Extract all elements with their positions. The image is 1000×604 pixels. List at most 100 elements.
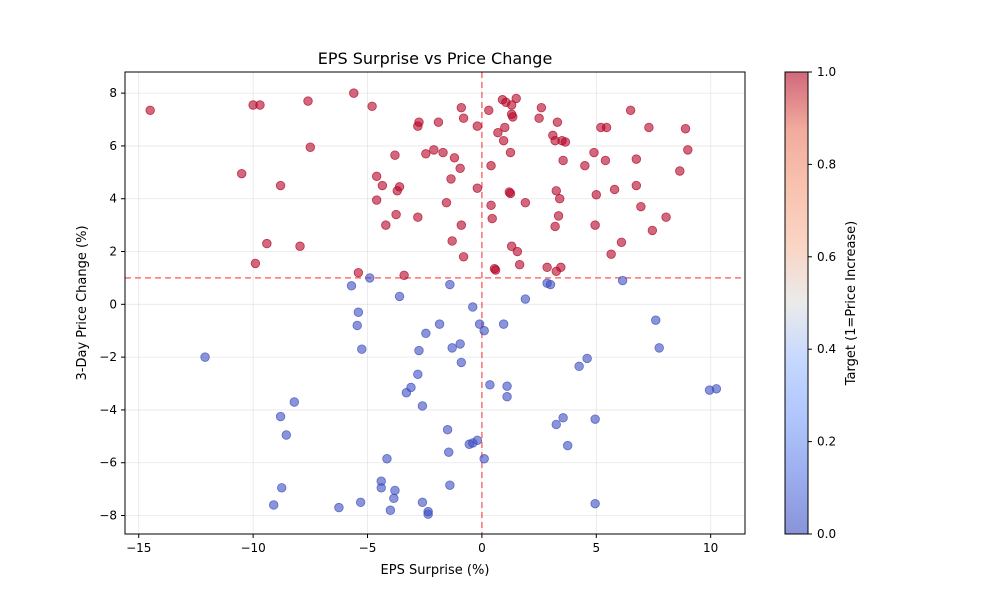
- scatter-point-no-increase: [562, 440, 573, 451]
- scatter-point-increase: [349, 88, 359, 98]
- colorbar-tick-label: 0.4: [817, 342, 836, 356]
- plot-area-frame: [124, 71, 746, 535]
- scatter-point-increase: [429, 145, 439, 155]
- scatter-point-increase: [506, 241, 517, 251]
- y-tick-label: 8: [109, 86, 117, 100]
- colorbar-tick-label: 0.2: [817, 435, 836, 449]
- y-tick-label: 0: [109, 297, 117, 311]
- scatter-point-no-increase: [617, 275, 628, 286]
- scatter-point-increase: [458, 113, 469, 123]
- scatter-point-increase: [250, 258, 261, 269]
- scatter-point-no-increase: [365, 273, 375, 283]
- scatter-point-no-increase: [590, 498, 600, 509]
- scatter-point-no-increase: [353, 307, 364, 317]
- colorbar-tick-label: 0.6: [817, 250, 836, 264]
- scatter-point-increase: [580, 161, 590, 171]
- scatter-point-increase: [520, 197, 531, 208]
- colorbar-ticks: 0.0 0.2 0.4 0.6 0.8 1.0: [808, 65, 836, 541]
- scatter-point-increase: [486, 161, 496, 171]
- scatter-point-increase: [644, 122, 654, 133]
- scatter-point-increase: [371, 171, 382, 181]
- scatter-point-no-increase: [574, 361, 584, 372]
- scatter-point-no-increase: [382, 454, 392, 464]
- scatter-point-no-increase: [479, 326, 489, 336]
- scatter-point-increase: [551, 186, 561, 196]
- scatter-point-increase: [486, 200, 496, 211]
- scatter-point-increase: [500, 122, 510, 133]
- scatter-point-increase: [625, 105, 636, 115]
- scatter-point-increase: [449, 153, 460, 163]
- scatter-point-increase: [447, 236, 457, 246]
- scatter-point-increase: [511, 93, 521, 104]
- scatter-point-increase: [601, 122, 612, 133]
- scatter-point-increase: [456, 102, 467, 113]
- scatter-point-no-increase: [445, 480, 455, 490]
- scatter-point-increase: [661, 212, 671, 222]
- scatter-point-increase: [589, 147, 599, 158]
- scatter-point-no-increase: [545, 279, 556, 290]
- scatter-point-no-increase: [558, 413, 568, 423]
- scatter-point-no-increase: [413, 369, 423, 379]
- scatter-point-no-increase: [520, 294, 531, 304]
- scatter-point-increase: [558, 155, 568, 166]
- scatter-point-no-increase: [275, 411, 286, 422]
- scatter-point-increase: [631, 180, 642, 191]
- scatter-point-no-increase: [711, 384, 722, 394]
- scatter-point-no-increase: [444, 447, 454, 457]
- colorbar-label: Target (1=Price Increase): [844, 221, 859, 387]
- scatter-point-no-increase: [455, 339, 465, 349]
- scatter-point-increase: [390, 150, 400, 160]
- scatter-point-no-increase: [394, 291, 405, 302]
- scatter-point-no-increase: [357, 344, 367, 354]
- scatter-point-increase: [414, 117, 424, 127]
- scatter-point-increase: [295, 241, 305, 251]
- scatter-point-increase: [255, 100, 265, 110]
- scatter-point-increase: [675, 166, 685, 176]
- scatter-point-increase: [484, 105, 494, 115]
- scatter-point-increase: [560, 137, 571, 147]
- x-tick-label: −5: [359, 541, 377, 555]
- scatter-point-increase: [506, 100, 517, 110]
- colorbar-tick-label: 0.8: [817, 157, 836, 171]
- scatter-point-increase: [303, 96, 313, 106]
- scatter-point-increase: [391, 209, 401, 220]
- y-axis-label: 3-Day Price Change (%): [75, 225, 90, 380]
- scatter-point-no-increase: [456, 357, 467, 368]
- chart-title: EPS Surprise vs Price Change: [318, 49, 553, 68]
- scatter-point-no-increase: [200, 352, 210, 362]
- x-tick-label: −10: [240, 541, 265, 555]
- scatter-point-no-increase: [447, 343, 457, 353]
- scatter-point-increase: [512, 246, 523, 257]
- scatter-point-increase: [553, 211, 564, 221]
- scatter-point-increase: [262, 238, 272, 249]
- scatter-point-no-increase: [551, 419, 561, 430]
- x-axis-ticks: −15 −10 −5 0 5 10: [126, 534, 718, 555]
- scatter-point-no-increase: [334, 502, 344, 513]
- scatter-point-increase: [441, 197, 452, 208]
- scatter-point-no-increase: [389, 493, 399, 504]
- scatter-point-increase: [616, 237, 627, 247]
- scatter-point-increase: [542, 262, 552, 273]
- scatter-point-increase: [371, 195, 382, 205]
- scatter-point-increase: [455, 163, 465, 174]
- scatter-point-no-increase: [502, 392, 512, 402]
- scatter-point-increase: [472, 183, 483, 193]
- scatter-point-no-increase: [352, 320, 362, 331]
- scatter-point-no-increase: [423, 509, 433, 519]
- scatter-point-increase: [438, 147, 448, 158]
- x-tick-label: 5: [592, 541, 600, 555]
- scatter-point-increase: [472, 121, 483, 131]
- scatter-point-increase: [590, 220, 600, 230]
- scatter-point-increase: [493, 128, 503, 138]
- scatter-point-no-increase: [502, 381, 512, 391]
- scatter-point-no-increase: [654, 343, 664, 353]
- scatter-point-increase: [647, 225, 658, 236]
- scatter-point-increase: [552, 117, 563, 127]
- scatter-point-increase: [413, 212, 423, 222]
- scatter-point-increase: [683, 145, 693, 155]
- scatter-point-no-increase: [376, 483, 386, 493]
- x-tick-label: 0: [478, 541, 486, 555]
- scatter-point-no-increase: [442, 425, 453, 435]
